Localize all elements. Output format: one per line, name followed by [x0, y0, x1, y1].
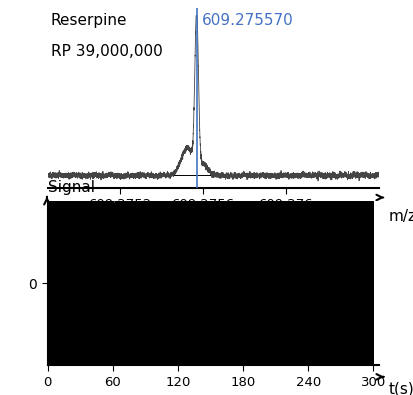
Text: t(s): t(s) [388, 382, 413, 395]
Text: 609.275570: 609.275570 [202, 13, 293, 28]
Text: RP 39,000,000: RP 39,000,000 [51, 44, 162, 59]
Text: Signal: Signal [47, 180, 95, 195]
Text: m/z: m/z [388, 209, 413, 224]
Text: Reserpine: Reserpine [51, 13, 127, 28]
